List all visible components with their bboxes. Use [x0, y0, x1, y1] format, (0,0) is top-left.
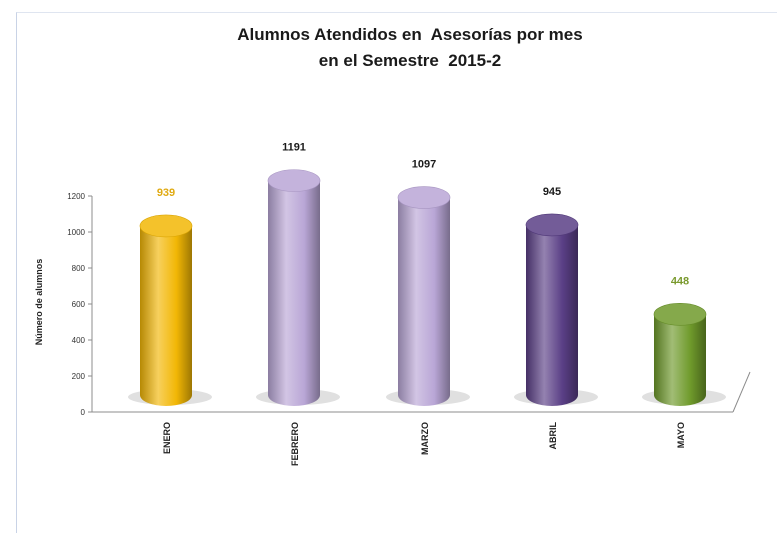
- x-tick-label: MAYO: [676, 422, 686, 448]
- floor-side-line: [732, 371, 751, 413]
- bar-body: [140, 225, 192, 406]
- data-label: 448: [671, 275, 689, 287]
- bar-febrero: [256, 169, 340, 406]
- bar-abril: [514, 213, 598, 406]
- bar-body: [526, 224, 578, 406]
- y-tick-label: 0: [81, 408, 86, 417]
- bar-body: [268, 180, 320, 406]
- y-tick-label: 1200: [67, 192, 85, 201]
- bar-marzo: [386, 186, 470, 406]
- chart-title: Alumnos Atendidos en Asesorías por mes: [237, 25, 583, 44]
- bar-top: [525, 213, 579, 237]
- y-axis-label: Número de alumnos: [34, 259, 44, 346]
- label-layer: 939 ENERO 1191 FEBRERO 1097 MARZO 945 ABRIL 448 M…: [157, 142, 689, 466]
- y-tick-label: 800: [72, 264, 86, 273]
- bar-mayo: [642, 303, 726, 406]
- chart-subtitle: en el Semestre 2015-2: [318, 51, 502, 70]
- x-tick-label: MARZO: [420, 422, 430, 455]
- data-label: 939: [157, 187, 175, 199]
- bar-body: [398, 197, 450, 406]
- bar-top: [139, 214, 193, 238]
- bar-body: [654, 314, 706, 406]
- chart-title-block: Alumnos Atendidos en Asesorías por mes e…: [150, 22, 670, 74]
- x-tick-label: ENERO: [162, 422, 172, 454]
- x-tick-label: ABRIL: [548, 422, 558, 450]
- bar-layer: [128, 169, 726, 406]
- data-label: 1191: [282, 142, 306, 154]
- bar-top: [653, 303, 707, 326]
- y-tick-label: 200: [72, 372, 86, 381]
- chart-frame: [16, 12, 777, 533]
- y-tick-label: 600: [72, 300, 86, 309]
- y-tick-label: 400: [72, 336, 86, 345]
- data-label: 945: [543, 186, 561, 198]
- y-tick-label: 1000: [67, 228, 85, 237]
- bar-top: [267, 169, 321, 192]
- axis-layer: 0 200 400 600 800 1000 1200: [67, 192, 751, 417]
- bar-top: [397, 186, 451, 209]
- x-tick-label: FEBRERO: [290, 422, 300, 466]
- data-label: 1097: [412, 159, 436, 171]
- bar-enero: [128, 214, 212, 406]
